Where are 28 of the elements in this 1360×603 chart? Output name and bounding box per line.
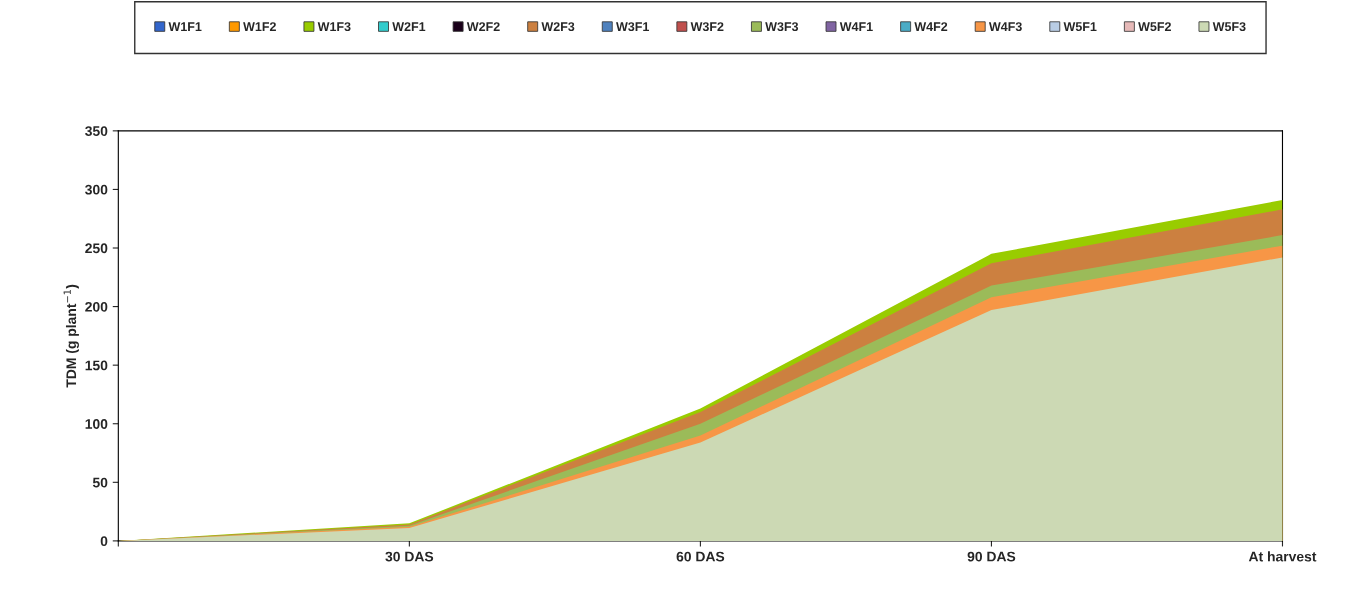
x-tick-label: 90 DAS (967, 551, 1016, 562)
legend-label: W2F3 (541, 22, 575, 32)
x-tick-label: 30 DAS (385, 551, 434, 562)
y-tick-label: 300 (85, 184, 108, 195)
y-tick-label: 250 (85, 243, 108, 254)
legend-label: W3F1 (616, 22, 650, 32)
x-tick-label: 60 DAS (676, 551, 725, 562)
y-tick-label: 350 (85, 126, 108, 137)
legend-label: W5F1 (1063, 22, 1097, 32)
legend-label: W4F3 (988, 22, 1022, 32)
legend-label: W5F2 (1138, 22, 1171, 32)
legend-label: W5F3 (1212, 22, 1246, 32)
y-tick-label: 0 (100, 536, 108, 547)
y-axis-title: TDM (g plant$^{−1}$) (63, 284, 79, 388)
y-tick-label: 100 (85, 419, 108, 429)
legend-label: W2F2 (466, 22, 500, 31)
y-tick-label: 150 (85, 360, 108, 371)
x-tick-label: At harvest (1248, 551, 1317, 562)
y-tick-label: 50 (92, 477, 108, 488)
legend-label: W3F2 (690, 22, 724, 32)
y-tick-label: 200 (85, 301, 108, 312)
legend-label: W1F2 (243, 22, 276, 31)
legend-label: W2F1 (392, 22, 426, 31)
legend-label: W3F3 (765, 22, 799, 32)
legend-label: W4F1 (839, 22, 873, 31)
legend-label: W1F3 (317, 22, 351, 32)
legend-label: W4F2 (914, 22, 948, 31)
legend-label: W1F1 (168, 22, 202, 31)
